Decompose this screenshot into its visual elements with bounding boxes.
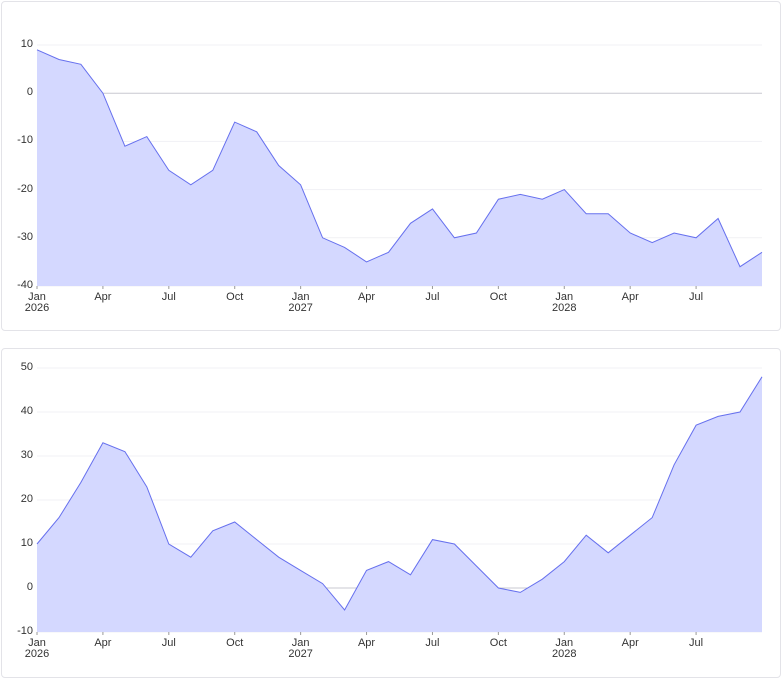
y-tick-label: 20	[20, 493, 33, 505]
chart-card	[1, 348, 781, 678]
y-tick-label: 0	[26, 86, 33, 99]
x-tick-label: Apr	[621, 291, 639, 303]
x-tick-label: Jan 2026	[24, 291, 50, 314]
y-tick-label: 50	[20, 361, 33, 373]
y-tick-label: 30	[20, 449, 33, 461]
x-tick-label: Jan 2028	[552, 637, 577, 660]
y-tick-label: 10	[20, 537, 33, 549]
x-tick-label: Jul	[425, 637, 440, 649]
x-tick-label: Jan 2027	[288, 637, 313, 660]
y-tick-label: 40	[20, 405, 33, 417]
x-tick-label: Apr	[94, 291, 112, 303]
x-tick-label: Jul	[161, 291, 176, 303]
x-tick-label: Apr	[621, 637, 639, 649]
x-tick-label: Oct	[226, 291, 244, 303]
x-tick-label: Oct	[226, 637, 244, 649]
x-tick-label: Apr	[357, 637, 376, 649]
line	[36, 376, 763, 611]
x-tick-label: Oct	[489, 637, 507, 649]
x-tick-label: Oct	[489, 291, 507, 303]
x-tick-label: Apr	[357, 291, 376, 303]
area	[37, 49, 762, 286]
chart-card	[1, 1, 781, 331]
area	[37, 376, 762, 632]
y-tick-label: -40	[17, 279, 33, 291]
y-tick-label: -30	[17, 230, 33, 243]
x-tick-label: Apr	[94, 637, 112, 649]
x-tick-label: Jan 2026	[24, 637, 50, 660]
y-tick-label: -10	[17, 134, 33, 147]
x-tick-label: Jan 2028	[552, 291, 577, 314]
y-tick-label: 0	[26, 581, 33, 593]
line	[36, 49, 763, 268]
x-tick-label: Jan 2027	[288, 291, 313, 314]
x-tick-label: Jul	[161, 637, 176, 649]
y-tick-label: 10	[20, 38, 33, 50]
y-tick-label: -10	[17, 625, 33, 637]
x-tick-label: Jul	[689, 637, 704, 649]
y-tick-label: -20	[17, 182, 33, 195]
x-tick-label: Jul	[689, 291, 704, 303]
x-tick-label: Jul	[425, 291, 440, 303]
